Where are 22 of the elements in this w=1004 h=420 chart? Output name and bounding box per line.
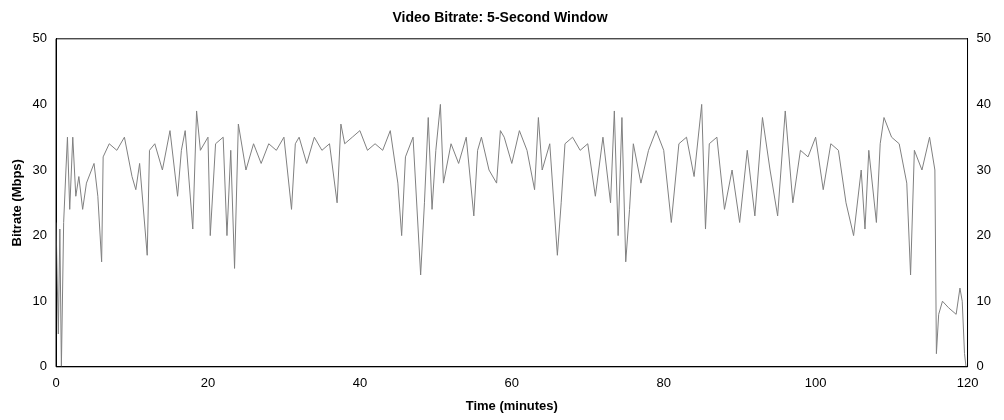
x-tick-label: 120 xyxy=(956,375,979,391)
y2-tick-label: 20 xyxy=(976,227,992,243)
x-axis-title: Time (minutes) xyxy=(465,397,558,413)
y-tick-label: 40 xyxy=(32,95,48,111)
y-tick-label: 30 xyxy=(32,161,48,177)
x-tick-label: 40 xyxy=(352,375,368,391)
y-tick-label: 10 xyxy=(32,292,48,308)
y-tick-label: 20 xyxy=(32,227,48,243)
y2-tick-label: 40 xyxy=(976,95,992,111)
y-axis-title: Bitrate (Mbps) xyxy=(9,159,25,247)
x-tick-label: 80 xyxy=(656,375,671,391)
y2-tick-label: 10 xyxy=(976,292,992,308)
x-tick-label: 20 xyxy=(200,375,216,391)
chart-title: Video Bitrate: 5-Second Window xyxy=(392,9,608,26)
x-tick-label: 60 xyxy=(504,375,520,391)
y-tick-label: 0 xyxy=(39,358,48,374)
y2-tick-label: 30 xyxy=(976,161,992,177)
y2-tick-label: 50 xyxy=(976,30,992,46)
y-tick-label: 50 xyxy=(32,30,48,46)
y2-tick-label: 0 xyxy=(976,358,984,374)
x-tick-label: 0 xyxy=(52,375,60,391)
x-tick-label: 100 xyxy=(804,375,827,391)
